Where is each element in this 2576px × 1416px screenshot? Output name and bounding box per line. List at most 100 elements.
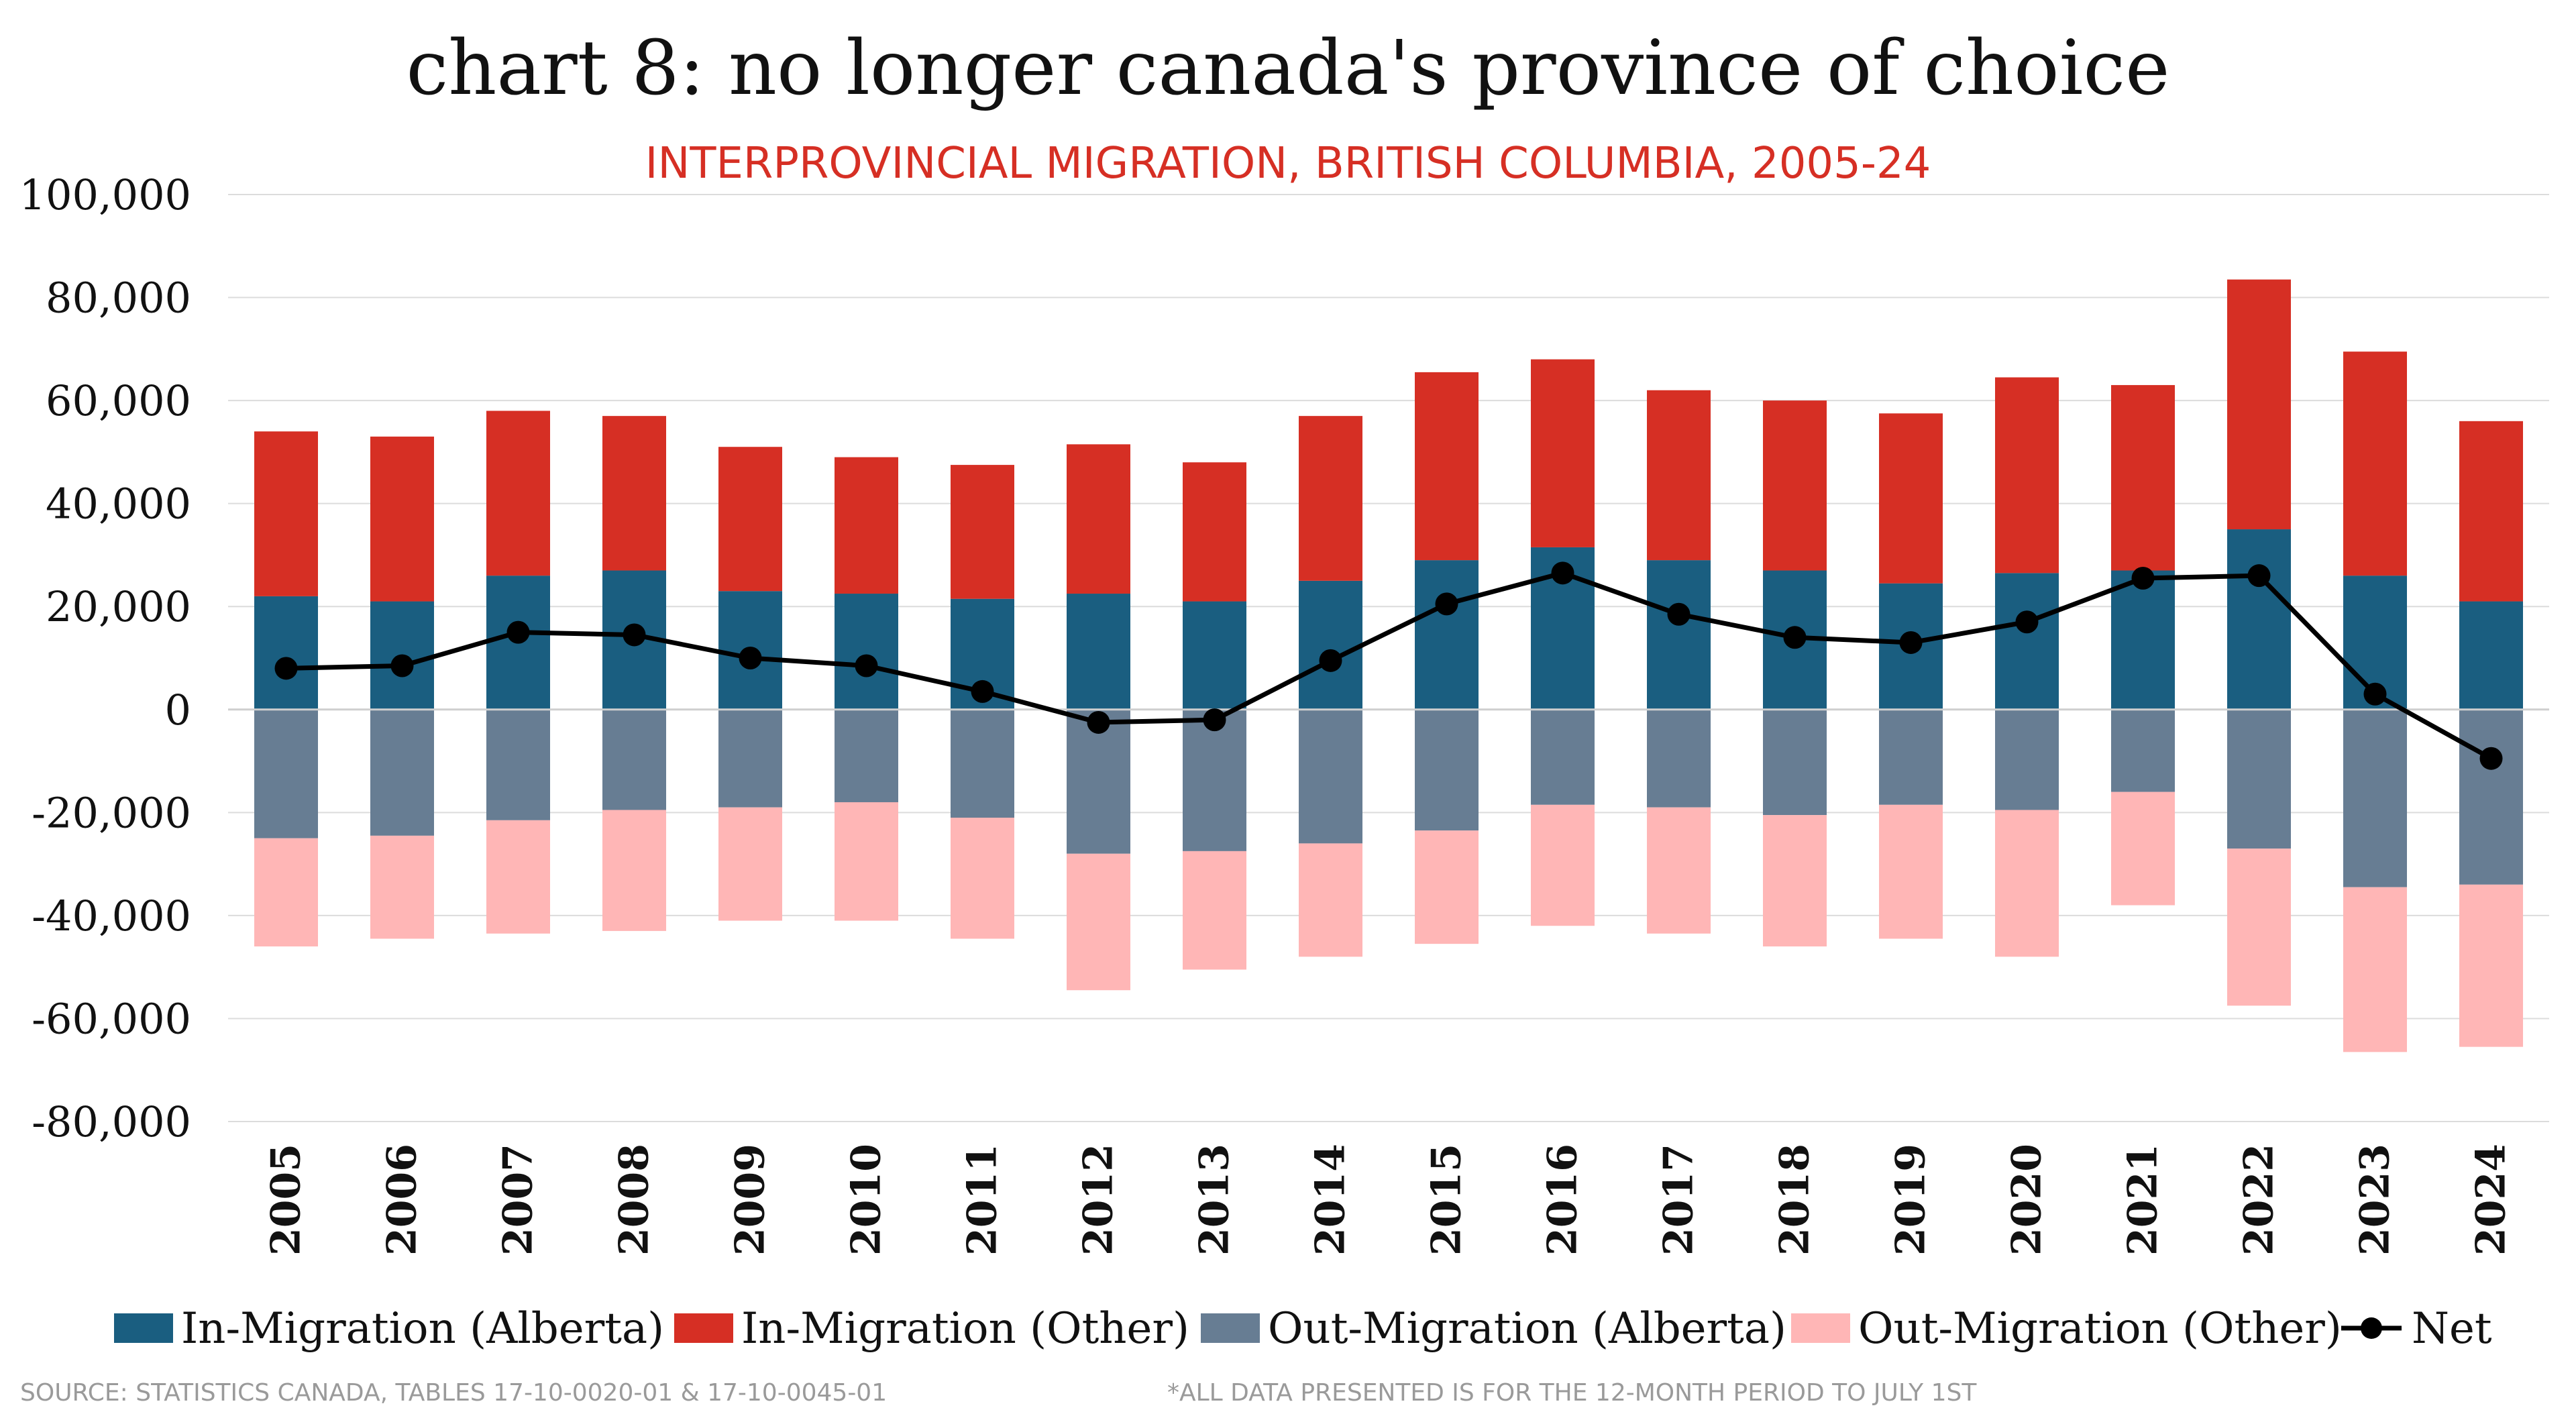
bar-in-other	[2459, 421, 2523, 602]
net-point	[1435, 592, 1458, 616]
bar-out-other	[951, 818, 1014, 939]
y-tick-label: 60,000	[46, 376, 191, 425]
legend-swatch	[1201, 1313, 1260, 1343]
bar-out-other	[1531, 804, 1595, 926]
net-point	[1087, 710, 1110, 734]
bar-in-other	[1763, 400, 1827, 571]
bar-in-other	[1299, 416, 1362, 581]
bar-out-other	[2343, 887, 2407, 1052]
bar-out-other	[1067, 853, 1130, 991]
bar-in-other	[1995, 377, 2059, 574]
net-point	[2015, 610, 2039, 634]
x-tick-label: 2012	[1075, 1144, 1122, 1256]
bar-in-other	[2111, 385, 2175, 571]
net-point	[1783, 626, 1807, 649]
bar-in-alberta	[835, 594, 898, 710]
net-point	[2247, 564, 2271, 588]
x-tick-label: 2022	[2236, 1144, 2283, 1256]
bar-out-alberta	[2111, 709, 2175, 792]
net-point	[390, 654, 414, 677]
bar-out-alberta	[1415, 709, 1479, 831]
x-tick-label: 2013	[1191, 1144, 1238, 1256]
bar-out-other	[835, 802, 898, 921]
bar-out-other	[1763, 815, 1827, 946]
legend-marker-net	[2361, 1317, 2382, 1339]
bar-out-other	[486, 820, 550, 934]
net-point	[1203, 708, 1226, 732]
bar-out-other	[1183, 851, 1246, 970]
bar-in-alberta	[1067, 594, 1130, 710]
net-point	[1551, 561, 1574, 585]
net-point	[1899, 631, 1923, 654]
source-note: SOURCE: STATISTICS CANADA, TABLES 17-10-…	[20, 1379, 887, 1407]
period-note: *ALL DATA PRESENTED IS FOR THE 12-MONTH …	[1167, 1379, 1977, 1407]
x-tick-label: 2016	[1540, 1144, 1587, 1256]
net-point	[1667, 602, 1690, 626]
bar-in-other	[2343, 351, 2407, 576]
y-tick-label: -40,000	[32, 891, 191, 940]
bar-out-other	[1415, 830, 1479, 944]
bar-out-alberta	[1763, 709, 1827, 816]
bar-out-other	[1299, 843, 1362, 957]
y-tick-label: 0	[165, 686, 191, 734]
bar-in-other	[602, 416, 666, 571]
bar-in-other	[1415, 372, 1479, 561]
bar-out-other	[2227, 849, 2291, 1006]
legend-label: Out-Migration (Other)	[1858, 1304, 2342, 1354]
bar-out-alberta	[835, 709, 898, 802]
x-tick-label: 2010	[843, 1144, 890, 1256]
bar-out-alberta	[718, 709, 782, 808]
x-tick-label: 2023	[2352, 1144, 2399, 1256]
x-tick-label: 2017	[1656, 1144, 1703, 1256]
chart-subtitle: INTERPROVINCIAL MIGRATION, BRITISH COLUM…	[645, 139, 1931, 188]
legend: In-Migration (Alberta) In-Migration (Othe…	[114, 1304, 2492, 1354]
bar-out-alberta	[951, 709, 1014, 818]
bar-in-other	[951, 465, 1014, 599]
net-point	[623, 623, 646, 647]
bars	[254, 279, 2523, 1052]
chart-title: chart 8: no longer canada's province of …	[407, 25, 2170, 112]
x-tick-label: 2015	[1424, 1144, 1470, 1256]
bar-out-alberta	[1531, 709, 1595, 805]
bar-out-other	[718, 807, 782, 921]
bar-in-other	[835, 457, 898, 594]
bar-out-other	[1995, 810, 2059, 957]
bar-out-other	[1879, 804, 1943, 939]
net-line	[274, 561, 2503, 770]
bar-in-other	[486, 411, 550, 576]
x-tick-label: 2005	[263, 1144, 310, 1256]
x-tick-label: 2021	[2120, 1144, 2167, 1256]
bar-out-alberta	[1879, 709, 1943, 805]
bar-out-other	[370, 835, 434, 939]
bar-in-other	[2227, 279, 2291, 530]
net-point	[506, 620, 530, 644]
y-tick-label: -80,000	[32, 1097, 191, 1146]
legend-swatch	[114, 1313, 173, 1343]
y-tick-label: -20,000	[32, 788, 191, 837]
bar-out-alberta	[1647, 709, 1711, 808]
y-tick-label: 20,000	[46, 582, 191, 631]
bar-in-other	[370, 436, 434, 602]
x-tick-label: 2007	[495, 1144, 542, 1256]
bar-out-other	[2459, 884, 2523, 1047]
bar-out-alberta	[2343, 709, 2407, 887]
bar-out-alberta	[370, 709, 434, 836]
bar-out-alberta	[602, 709, 666, 810]
bar-in-other	[1531, 359, 1595, 547]
bar-in-alberta	[1415, 560, 1479, 710]
x-tick-label: 2020	[2004, 1144, 2051, 1256]
legend-swatch	[1791, 1313, 1850, 1343]
y-tick-label: 100,000	[19, 170, 191, 219]
x-tick-label: 2006	[379, 1144, 426, 1256]
net-point	[855, 654, 878, 677]
bar-out-alberta	[1183, 709, 1246, 851]
net-point	[739, 647, 762, 669]
x-tick-label: 2008	[611, 1144, 658, 1256]
bar-out-alberta	[254, 709, 318, 838]
bar-out-other	[254, 838, 318, 946]
net-point	[2363, 682, 2387, 706]
bar-out-alberta	[1995, 709, 2059, 810]
bar-out-other	[2111, 792, 2175, 906]
x-tick-label: 2024	[2468, 1144, 2515, 1256]
legend-label: In-Migration (Other)	[741, 1304, 1189, 1354]
